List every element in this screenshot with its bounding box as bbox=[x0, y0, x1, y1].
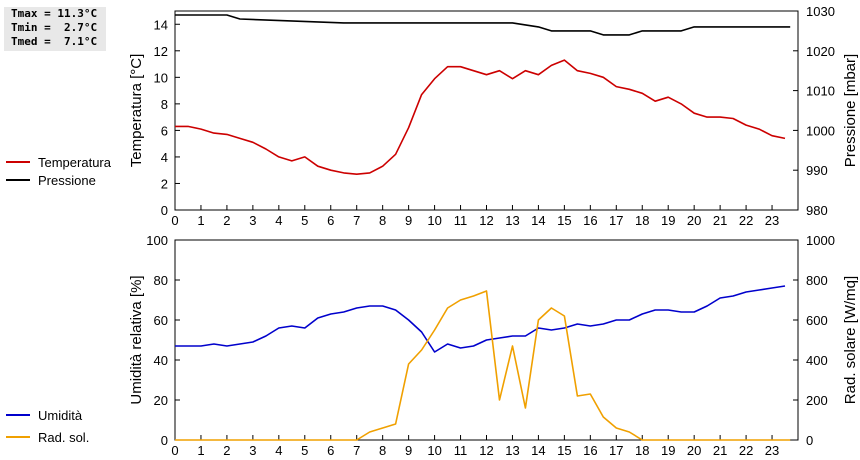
y-right-tick-label: 990 bbox=[806, 163, 828, 178]
x-tick-label: 3 bbox=[249, 443, 256, 458]
x-tick-label: 20 bbox=[687, 443, 701, 458]
y-left-tick-label: 10 bbox=[154, 70, 168, 85]
y-left-tick-label: 60 bbox=[154, 313, 168, 328]
legend-label: Umidità bbox=[38, 408, 83, 423]
y-right-tick-label: 1020 bbox=[806, 44, 835, 59]
stats-tmin: Tmin = 2.7°C bbox=[11, 21, 98, 34]
series-line-umidit- bbox=[175, 285, 786, 353]
x-tick-label: 9 bbox=[405, 213, 412, 228]
x-tick-label: 0 bbox=[171, 443, 178, 458]
x-tick-label: 1 bbox=[197, 213, 204, 228]
y-right-tick-label: 1010 bbox=[806, 84, 835, 99]
y-left-tick-label: 12 bbox=[154, 44, 168, 59]
legend-label: Rad. sol. bbox=[38, 430, 89, 445]
y-right-tick-label: 0 bbox=[806, 433, 813, 448]
y-left-tick-label: 0 bbox=[161, 433, 168, 448]
x-tick-label: 23 bbox=[765, 443, 779, 458]
x-tick-label: 11 bbox=[454, 213, 468, 228]
y-right-tick-label: 200 bbox=[806, 393, 828, 408]
x-tick-label: 13 bbox=[505, 213, 519, 228]
x-tick-label: 16 bbox=[583, 443, 597, 458]
x-tick-label: 2 bbox=[223, 213, 230, 228]
x-tick-label: 6 bbox=[327, 443, 334, 458]
y-left-tick-label: 80 bbox=[154, 273, 168, 288]
x-tick-label: 8 bbox=[379, 213, 386, 228]
y-left-axis-label: Temperatura [°C] bbox=[128, 54, 145, 168]
y-left-tick-label: 0 bbox=[161, 203, 168, 218]
legend-label: Temperatura bbox=[38, 155, 112, 170]
y-right-tick-label: 400 bbox=[806, 353, 828, 368]
y-left-axis-label: Umidità relativa [%] bbox=[128, 275, 145, 404]
x-tick-label: 1 bbox=[197, 443, 204, 458]
y-left-tick-label: 6 bbox=[161, 123, 168, 138]
plot-frame-0 bbox=[174, 10, 799, 211]
x-tick-label: 3 bbox=[249, 213, 256, 228]
x-tick-label: 19 bbox=[661, 213, 675, 228]
y-left-tick-label: 14 bbox=[154, 17, 168, 32]
x-tick-label: 4 bbox=[275, 443, 282, 458]
x-tick-label: 17 bbox=[609, 443, 623, 458]
series-line-rad-sol- bbox=[175, 290, 791, 441]
y-left-tick-label: 20 bbox=[154, 393, 168, 408]
series-line-temperatura bbox=[175, 59, 786, 175]
x-tick-label: 0 bbox=[171, 213, 178, 228]
y-right-axis-label: Pressione [mbar] bbox=[842, 54, 859, 167]
y-right-tick-label: 1000 bbox=[806, 233, 835, 248]
y-right-tick-label: 980 bbox=[806, 203, 828, 218]
x-tick-label: 22 bbox=[739, 443, 753, 458]
x-tick-label: 7 bbox=[353, 213, 360, 228]
x-tick-label: 6 bbox=[327, 213, 334, 228]
y-left-tick-label: 100 bbox=[146, 233, 168, 248]
x-tick-label: 23 bbox=[765, 213, 779, 228]
x-tick-label: 15 bbox=[557, 213, 571, 228]
x-tick-label: 21 bbox=[713, 443, 727, 458]
x-tick-label: 18 bbox=[635, 443, 649, 458]
x-tick-label: 9 bbox=[405, 443, 412, 458]
x-tick-label: 12 bbox=[479, 213, 493, 228]
x-tick-label: 16 bbox=[583, 213, 597, 228]
x-tick-label: 5 bbox=[301, 213, 308, 228]
stats-box: Tmax = 11.3°C Tmin = 2.7°C Tmed = 7.1°C bbox=[4, 7, 106, 51]
x-tick-label: 11 bbox=[454, 443, 468, 458]
x-tick-label: 14 bbox=[531, 443, 545, 458]
stats-tmed: Tmed = 7.1°C bbox=[11, 35, 98, 48]
x-tick-label: 21 bbox=[713, 213, 727, 228]
x-tick-label: 10 bbox=[427, 213, 441, 228]
x-tick-label: 19 bbox=[661, 443, 675, 458]
y-right-tick-label: 1030 bbox=[806, 4, 835, 19]
x-tick-label: 5 bbox=[301, 443, 308, 458]
y-right-axis-label: Rad. solare [W/mq] bbox=[842, 276, 859, 404]
x-tick-label: 8 bbox=[379, 443, 386, 458]
y-right-tick-label: 800 bbox=[806, 273, 828, 288]
stats-tmax: Tmax = 11.3°C bbox=[11, 7, 98, 20]
x-tick-label: 2 bbox=[223, 443, 230, 458]
x-tick-label: 13 bbox=[505, 443, 519, 458]
y-right-tick-label: 1000 bbox=[806, 123, 835, 138]
series-line-pressione bbox=[175, 14, 791, 36]
y-left-tick-label: 4 bbox=[161, 150, 168, 165]
x-tick-label: 22 bbox=[739, 213, 753, 228]
x-tick-label: 18 bbox=[635, 213, 649, 228]
x-tick-label: 20 bbox=[687, 213, 701, 228]
y-left-tick-label: 2 bbox=[161, 176, 168, 191]
y-left-tick-label: 40 bbox=[154, 353, 168, 368]
x-tick-label: 12 bbox=[479, 443, 493, 458]
legend-label: Pressione bbox=[38, 173, 96, 188]
x-tick-label: 7 bbox=[353, 443, 360, 458]
x-tick-label: 15 bbox=[557, 443, 571, 458]
y-left-tick-label: 8 bbox=[161, 97, 168, 112]
x-tick-label: 4 bbox=[275, 213, 282, 228]
x-tick-label: 14 bbox=[531, 213, 545, 228]
x-tick-label: 10 bbox=[427, 443, 441, 458]
x-tick-label: 17 bbox=[609, 213, 623, 228]
y-right-tick-label: 600 bbox=[806, 313, 828, 328]
